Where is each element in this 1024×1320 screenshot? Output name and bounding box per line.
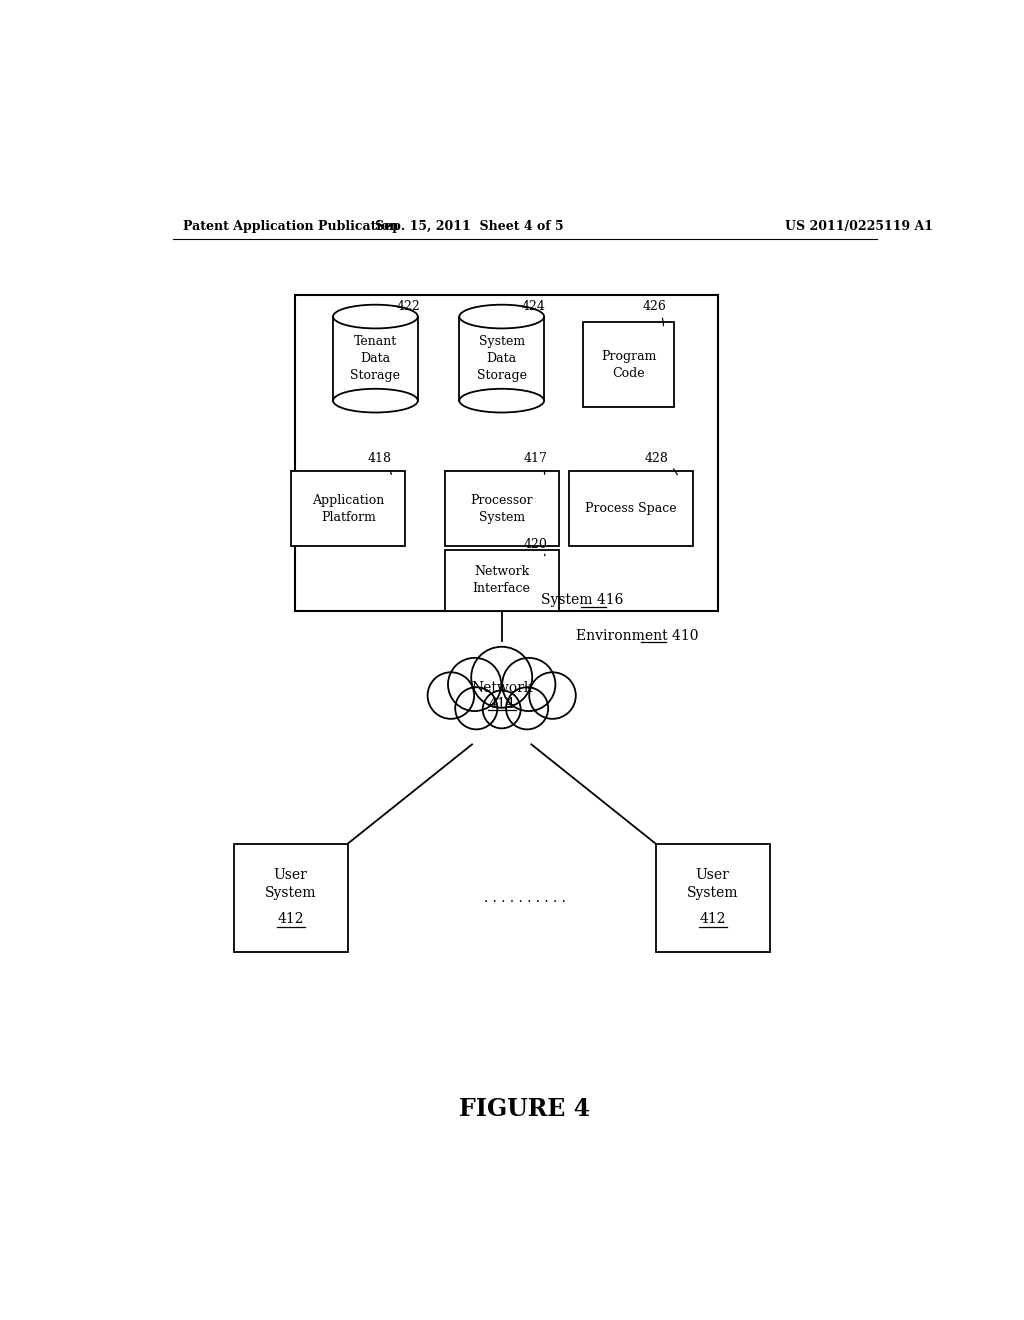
Text: Patent Application Publication: Patent Application Publication <box>183 219 398 232</box>
Text: 417: 417 <box>523 453 547 474</box>
Circle shape <box>471 647 532 708</box>
Text: User
System: User System <box>687 867 738 900</box>
Ellipse shape <box>460 305 544 329</box>
Text: Processor
System: Processor System <box>470 494 534 524</box>
Circle shape <box>506 688 548 730</box>
Circle shape <box>502 657 555 711</box>
Bar <box>295 296 718 611</box>
Text: . . . . . . . . . .: . . . . . . . . . . <box>484 891 565 904</box>
Bar <box>584 322 674 407</box>
Text: Environment 410: Environment 410 <box>575 628 698 643</box>
Text: 424: 424 <box>521 300 546 313</box>
Ellipse shape <box>333 389 418 412</box>
Ellipse shape <box>333 305 418 329</box>
Text: FIGURE 4: FIGURE 4 <box>459 1097 591 1122</box>
Text: Application
Platform: Application Platform <box>312 494 385 524</box>
Text: 418: 418 <box>368 453 392 474</box>
Text: Tenant
Data
Storage: Tenant Data Storage <box>350 335 400 381</box>
Text: Program
Code: Program Code <box>601 350 656 380</box>
Text: 426: 426 <box>643 300 667 326</box>
Bar <box>333 317 418 401</box>
Circle shape <box>529 672 575 719</box>
Circle shape <box>456 688 498 730</box>
Ellipse shape <box>460 389 544 412</box>
Bar <box>444 471 559 546</box>
Text: 420: 420 <box>523 539 547 556</box>
Bar <box>655 843 770 952</box>
Circle shape <box>482 690 520 729</box>
Text: 414: 414 <box>488 697 515 710</box>
Bar <box>292 471 406 546</box>
Bar <box>233 843 348 952</box>
Text: System 416: System 416 <box>541 594 624 607</box>
Text: Process Space: Process Space <box>586 502 677 515</box>
Circle shape <box>447 657 501 711</box>
Circle shape <box>428 672 474 719</box>
Text: 428: 428 <box>645 453 677 475</box>
Text: 412: 412 <box>278 912 304 927</box>
Bar <box>444 549 559 611</box>
Bar <box>568 471 693 546</box>
Text: Network
Interface: Network Interface <box>473 565 530 595</box>
Text: Network: Network <box>471 681 532 696</box>
Text: US 2011/0225119 A1: US 2011/0225119 A1 <box>785 219 933 232</box>
Text: 412: 412 <box>699 912 726 927</box>
Text: User
System: User System <box>265 867 316 900</box>
Bar <box>460 317 544 401</box>
Text: Sep. 15, 2011  Sheet 4 of 5: Sep. 15, 2011 Sheet 4 of 5 <box>375 219 564 232</box>
Text: 422: 422 <box>396 300 420 313</box>
Text: System
Data
Storage: System Data Storage <box>477 335 526 381</box>
